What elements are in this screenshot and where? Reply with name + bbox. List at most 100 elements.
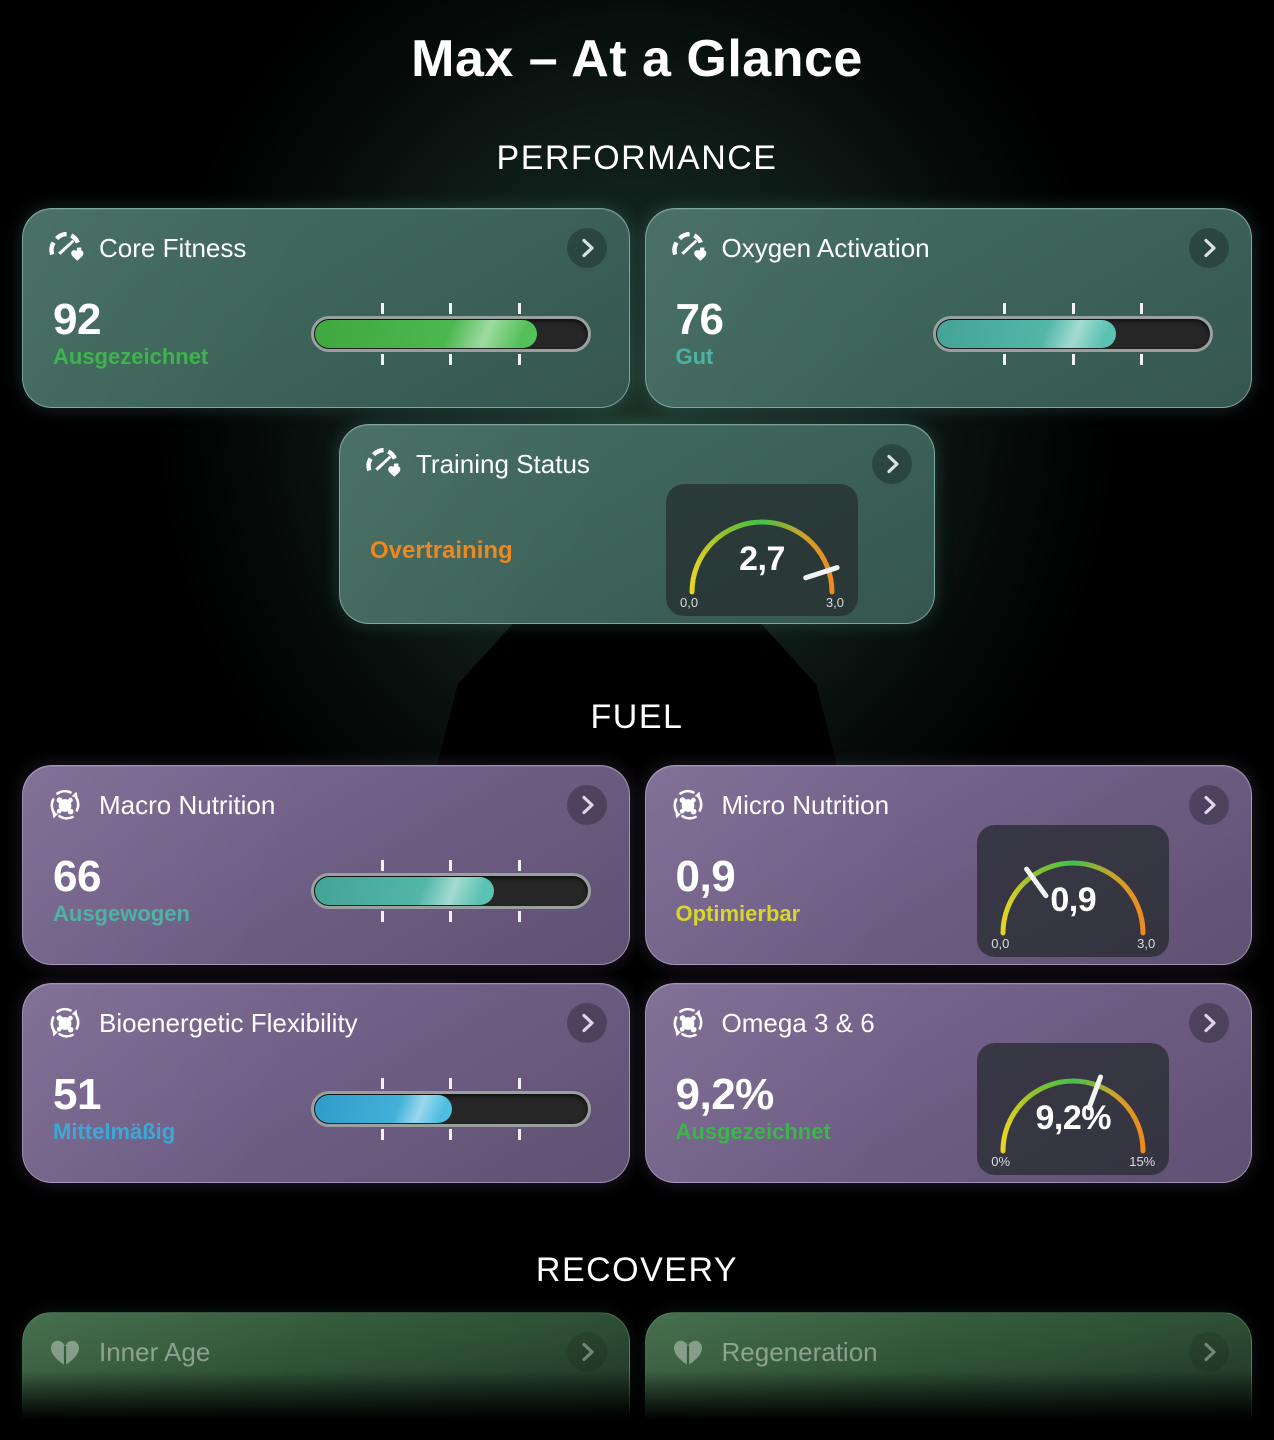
chevron-right-icon[interactable] bbox=[1189, 228, 1229, 268]
bar-tick bbox=[380, 354, 384, 365]
card-bioenergetic-flexibility[interactable]: Bioenergetic Flexibility 51 Mittelmäßig bbox=[22, 983, 630, 1183]
card-header: Bioenergetic Flexibility bbox=[45, 1002, 607, 1044]
card-title: Inner Age bbox=[99, 1336, 211, 1367]
progress-bar bbox=[310, 303, 591, 365]
bar-tick bbox=[517, 354, 521, 365]
fuel-card-row-1: Macro Nutrition 66 Ausgewogen bbox=[0, 765, 1274, 965]
status-badge: Ausgezeichnet bbox=[53, 344, 209, 370]
chevron-right-icon[interactable] bbox=[566, 785, 607, 825]
gauge-needle bbox=[803, 565, 840, 581]
card-body: 92 Ausgezeichnet bbox=[45, 275, 607, 393]
gauge-value: 0,9 bbox=[1050, 881, 1097, 919]
progress-bar-fill bbox=[314, 877, 494, 905]
chevron-right-icon[interactable] bbox=[1189, 785, 1229, 825]
metric-value: 51 bbox=[53, 1069, 101, 1119]
bar-tick bbox=[517, 303, 521, 314]
heart-lungs-icon bbox=[45, 1332, 85, 1372]
chevron-right-icon[interactable] bbox=[566, 1332, 607, 1372]
gauge-arc bbox=[689, 519, 840, 595]
metric-value-block: 51 Mittelmäßig bbox=[45, 1069, 295, 1146]
card-training-status[interactable]: Training Status Overtraining 2,7 0,0 3,0 bbox=[339, 424, 935, 624]
bar-tick bbox=[1140, 354, 1144, 365]
bar-meter-wrap bbox=[295, 860, 607, 922]
card-micro-nutrition[interactable]: Micro Nutrition 0,9 Optimierbar 0,9 0,0 bbox=[644, 765, 1252, 965]
card-header: Oxygen Activation bbox=[668, 227, 1229, 269]
performance-card-row-1: Core Fitness 92 Ausgezeichnet bbox=[0, 208, 1274, 408]
chevron-right-icon[interactable] bbox=[1189, 1332, 1229, 1372]
gauge: 2,7 0,0 3,0 bbox=[666, 484, 858, 616]
recovery-card-row: Inner Age Regeneration bbox=[0, 1312, 1274, 1440]
bar-tick bbox=[380, 1078, 384, 1089]
bar-tick bbox=[1071, 303, 1075, 314]
card-core-fitness[interactable]: Core Fitness 92 Ausgezeichnet bbox=[22, 208, 630, 408]
card-inner-age[interactable]: Inner Age bbox=[22, 1312, 630, 1440]
card-body: 66 Ausgewogen bbox=[45, 832, 607, 950]
nutrition-cycle-icon bbox=[45, 1003, 85, 1043]
speedometer-heart-icon bbox=[45, 228, 85, 268]
section-heading-performance: PERFORMANCE bbox=[496, 139, 778, 177]
status-badge: Optimierbar bbox=[675, 901, 801, 927]
card-header: Training Status bbox=[362, 443, 912, 485]
metric-value: 0,9 bbox=[675, 851, 736, 901]
card-header: Core Fitness bbox=[45, 227, 607, 269]
metric-value-block: 0,9 Optimierbar bbox=[668, 851, 918, 928]
card-body: 9,2% Ausgezeichnet 9,2% 0% 15% bbox=[668, 1043, 1230, 1175]
section-heading-recovery: RECOVERY bbox=[535, 1251, 739, 1289]
gauge: 0,9 0,0 3,0 bbox=[977, 825, 1170, 957]
chevron-right-icon[interactable] bbox=[566, 1003, 607, 1043]
card-header: Inner Age bbox=[45, 1331, 607, 1373]
nutrition-cycle-icon bbox=[668, 1003, 708, 1043]
card-title: Core Fitness bbox=[99, 232, 247, 263]
performance-card-row-2: Training Status Overtraining 2,7 0,0 3,0 bbox=[0, 424, 1274, 624]
chevron-right-icon[interactable] bbox=[566, 228, 607, 268]
card-title: Omega 3 & 6 bbox=[721, 1007, 875, 1038]
bar-tick bbox=[380, 303, 384, 314]
metric-value: 76 bbox=[675, 294, 724, 344]
status-badge: Mittelmäßig bbox=[53, 1119, 176, 1145]
gauge-value: 2,7 bbox=[739, 540, 785, 578]
gauge-needle bbox=[1086, 1074, 1104, 1111]
card-macro-nutrition[interactable]: Macro Nutrition 66 Ausgewogen bbox=[22, 765, 630, 965]
status-badge: Gut bbox=[675, 344, 714, 370]
gauge-arc bbox=[1000, 1074, 1146, 1154]
gauge-arc bbox=[1000, 860, 1146, 936]
bar-tick bbox=[449, 354, 453, 365]
card-body: 0,9 Optimierbar 0,9 0,0 3,0 bbox=[668, 825, 1230, 957]
status-badge: Ausgezeichnet bbox=[675, 1119, 831, 1145]
card-title: Bioenergetic Flexibility bbox=[99, 1007, 358, 1038]
bar-tick bbox=[517, 1078, 521, 1089]
card-title: Micro Nutrition bbox=[721, 789, 890, 820]
progress-bar-fill bbox=[937, 320, 1117, 348]
card-header: Macro Nutrition bbox=[45, 784, 607, 826]
card-oxygen-activation[interactable]: Oxygen Activation 76 Gut bbox=[644, 208, 1252, 408]
card-body: 51 Mittelmäßig bbox=[45, 1050, 607, 1168]
card-body: 76 Gut bbox=[668, 275, 1230, 393]
gauge-meter-wrap: 2,7 0,0 3,0 bbox=[612, 484, 912, 616]
metric-value-block: 66 Ausgewogen bbox=[45, 851, 295, 928]
card-omega-3-6[interactable]: Omega 3 & 6 9,2% Ausgezeichnet 9,2% 0% bbox=[644, 983, 1252, 1183]
page-title: Max – At a Glance bbox=[411, 30, 863, 88]
gauge-max-label: 15% bbox=[1129, 1154, 1156, 1169]
speedometer-heart-icon bbox=[668, 228, 708, 268]
bar-tick bbox=[517, 1129, 521, 1140]
chevron-right-icon[interactable] bbox=[872, 444, 912, 484]
bar-tick bbox=[380, 911, 384, 922]
gauge-value: 9,2% bbox=[1035, 1099, 1112, 1137]
bar-tick bbox=[449, 911, 453, 922]
bar-tick bbox=[1140, 303, 1144, 314]
gauge-max-label: 3,0 bbox=[1137, 936, 1156, 951]
card-title: Oxygen Activation bbox=[721, 232, 930, 263]
metric-value: 66 bbox=[53, 851, 101, 901]
fuel-card-row-2: Bioenergetic Flexibility 51 Mittelmäßig bbox=[0, 983, 1274, 1183]
bar-tick bbox=[1071, 354, 1075, 365]
nutrition-cycle-icon bbox=[668, 785, 708, 825]
bar-tick bbox=[517, 860, 521, 871]
card-header: Regeneration bbox=[668, 1331, 1229, 1373]
metric-value-block: Overtraining bbox=[362, 535, 612, 565]
progress-bar bbox=[933, 303, 1214, 365]
section-heading-fuel: FUEL bbox=[590, 698, 684, 736]
card-body: Overtraining 2,7 0,0 3,0 bbox=[362, 484, 912, 616]
chevron-right-icon[interactable] bbox=[1189, 1003, 1229, 1043]
status-badge: Ausgewogen bbox=[53, 901, 190, 927]
card-regeneration[interactable]: Regeneration bbox=[644, 1312, 1252, 1440]
